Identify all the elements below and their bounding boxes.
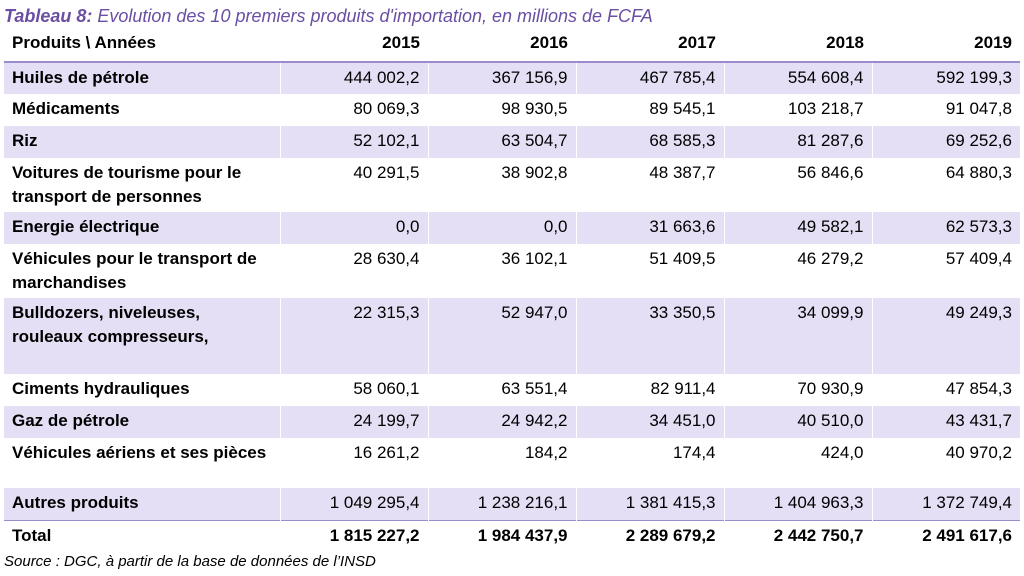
product-label: Autres produits [4,488,280,520]
value-cell: 49 582,1 [723,212,872,244]
table-row: Véhicules aériens et ses pièces 16 261,2 1… [4,438,1020,488]
product-label: Véhicules pour le transport de marchandi… [12,249,257,292]
value-cell: 2 289 679,2 [575,519,724,553]
value-cell: 467 785,4 [575,62,724,94]
value-cell: 38 902,8 [427,158,576,212]
product-label: Total [4,519,280,553]
table-row: Huiles de pétrole 444 002,2 367 156,9 467 7… [4,62,1020,94]
value-cell: 16 261,2 [279,438,428,488]
value-cell: 1 049 295,4 [279,488,428,520]
product-label: Riz [4,126,280,158]
header-year: 2018 [724,31,872,63]
header-year: 2016 [428,31,576,63]
value-cell: 48 387,7 [575,158,724,212]
product-label: Bulldozers, niveleuses, rouleaux compres… [4,298,280,374]
product-label: Médicaments [12,99,120,118]
header-year: 2015 [280,31,428,63]
value-cell: 47 854,3 [871,374,1020,406]
value-cell: 52 947,0 [427,298,576,374]
value-cell: 24 942,2 [427,406,576,438]
value-cell: 367 156,9 [427,62,576,94]
value-cell: 31 663,6 [575,212,724,244]
source-note: Source : DGC, à partir de la base de don… [4,553,376,570]
value-cell: 34 099,9 [723,298,872,374]
header-year: 2017 [576,31,724,63]
value-cell: 2 491 617,6 [871,519,1020,553]
product-label: Gaz de pétrole [4,406,280,438]
value-cell: 98 930,5 [427,94,576,126]
value-cell: 70 930,9 [723,374,872,406]
value-cell: 49 249,3 [871,298,1020,374]
table-row: Energie électrique 0,0 0,0 31 663,6 49 582,1… [4,212,1020,244]
value-cell: 81 287,6 [723,126,872,158]
value-cell: 63 551,4 [427,374,576,406]
value-cell: 1 372 749,4 [871,488,1020,520]
product-label: Voitures de tourisme pour le transport d… [12,163,242,206]
value-cell: 43 431,7 [871,406,1020,438]
value-cell: 28 630,4 [279,244,428,298]
product-label: Ciments hydrauliques [12,379,190,398]
total-row: Total 1 815 227,2 1 984 437,9 2 289 679,2 2 … [4,519,1020,553]
table-row: Autres produits 1 049 295,4 1 238 216,1 1 3… [4,488,1020,520]
value-cell: 69 252,6 [871,126,1020,158]
value-cell: 554 608,4 [723,62,872,94]
value-cell: 40 510,0 [723,406,872,438]
value-cell: 58 060,1 [279,374,428,406]
value-cell: 64 880,3 [871,158,1020,212]
value-cell: 2 442 750,7 [723,519,872,553]
value-cell: 63 504,7 [427,126,576,158]
value-cell: 36 102,1 [427,244,576,298]
product-label: Huiles de pétrole [4,62,280,94]
value-cell: 0,0 [427,212,576,244]
value-cell: 40 291,5 [279,158,428,212]
value-cell: 184,2 [427,438,576,488]
table-row: Riz 52 102,1 63 504,7 68 585,3 81 287,6 69 25… [4,126,1020,158]
value-cell: 103 218,7 [723,94,872,126]
product-label: Véhicules aériens et ses pièces [12,443,267,462]
product-label: Energie électrique [4,212,280,244]
table-caption: Tableau 8: Evolution des 10 premiers pro… [4,6,653,27]
header-row: Produits \ Années 2015 2016 2017 2018 20… [4,31,1020,63]
imports-table: Produits \ Années 2015 2016 2017 2018 20… [4,31,1020,553]
value-cell: 424,0 [723,438,872,488]
value-cell: 24 199,7 [279,406,428,438]
table-row: Bulldozers, niveleuses, rouleaux compres… [4,298,1020,374]
value-cell: 89 545,1 [575,94,724,126]
table-row: Gaz de pétrole 24 199,7 24 942,2 34 451,0 40… [4,406,1020,438]
value-cell: 40 970,2 [871,438,1020,488]
value-cell: 33 350,5 [575,298,724,374]
value-cell: 82 911,4 [575,374,724,406]
header-products: Produits \ Années [4,31,280,63]
table-row: Voitures de tourisme pour le transport d… [4,158,1020,212]
caption-text: Evolution des 10 premiers produits d'imp… [92,6,653,26]
value-cell: 1 404 963,3 [723,488,872,520]
caption-label: Tableau 8: [4,6,93,26]
value-cell: 444 002,2 [279,62,428,94]
table-row: Ciments hydrauliques 58 060,1 63 551,4 82 9… [4,374,1020,406]
value-cell: 22 315,3 [279,298,428,374]
value-cell: 51 409,5 [575,244,724,298]
value-cell: 1 381 415,3 [575,488,724,520]
value-cell: 91 047,8 [871,94,1020,126]
value-cell: 0,0 [279,212,428,244]
table-row: Médicaments 80 069,3 98 930,5 89 545,1 103 2… [4,94,1020,126]
value-cell: 592 199,3 [871,62,1020,94]
value-cell: 68 585,3 [575,126,724,158]
value-cell: 1 238 216,1 [427,488,576,520]
table-row: Véhicules pour le transport de marchandi… [4,244,1020,298]
value-cell: 56 846,6 [723,158,872,212]
value-cell: 34 451,0 [575,406,724,438]
value-cell: 1 815 227,2 [279,519,428,553]
header-year: 2019 [872,31,1020,63]
value-cell: 1 984 437,9 [427,519,576,553]
value-cell: 57 409,4 [871,244,1020,298]
value-cell: 62 573,3 [871,212,1020,244]
value-cell: 46 279,2 [723,244,872,298]
value-cell: 174,4 [575,438,724,488]
value-cell: 52 102,1 [279,126,428,158]
value-cell: 80 069,3 [279,94,428,126]
